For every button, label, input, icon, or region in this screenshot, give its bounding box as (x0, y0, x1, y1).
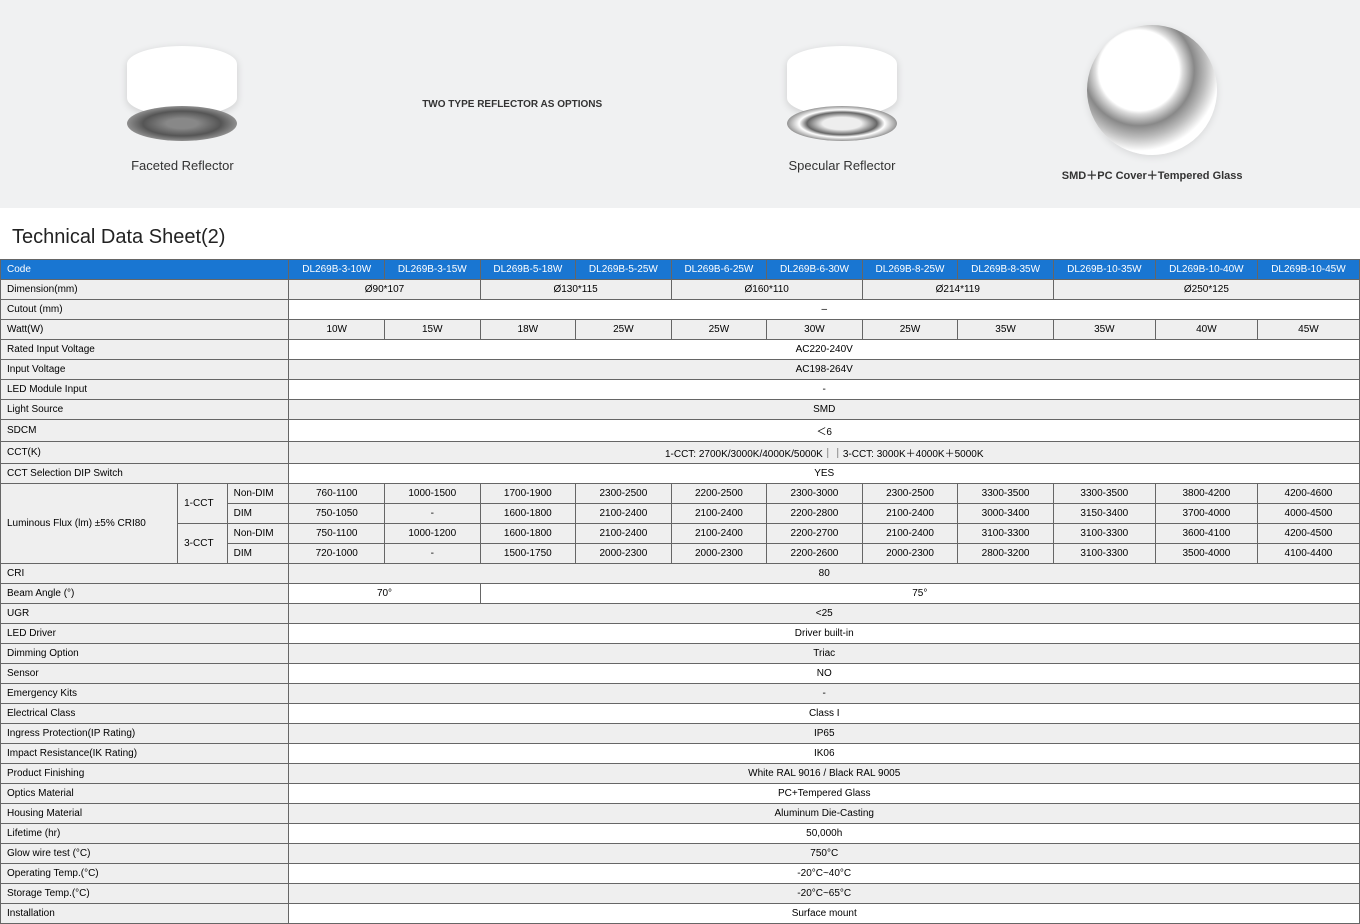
row-beam: Beam Angle (°)70°75° (1, 584, 1360, 604)
row-rated: Rated Input VoltageAC220-240V (1, 340, 1360, 360)
code-4: DL269B-6-25W (671, 260, 767, 280)
row-sttemp: Storage Temp.(°C)-20°C~65°C (1, 884, 1360, 904)
code-9: DL269B-10-40W (1155, 260, 1257, 280)
code-0: DL269B-3-10W (289, 260, 385, 280)
row-ip: Ingress Protection(IP Rating)IP65 (1, 724, 1360, 744)
smd-label: SMD＋PC Cover＋Tempered Glass (1062, 167, 1243, 183)
row-optemp: Operating Temp.(°C)-20°C~40°C (1, 864, 1360, 884)
row-source: Light SourceSMD (1, 400, 1360, 420)
row-optics: Optics MaterialPC+Tempered Glass (1, 784, 1360, 804)
product-faceted: Faceted Reflector (117, 36, 247, 173)
hero-mid-text: TWO TYPE REFLECTOR AS OPTIONS (402, 99, 622, 110)
row-flux-1: Luminous Flux (lm) ±5% CRI80 1-CCT Non-D… (1, 484, 1360, 504)
code-10: DL269B-10-45W (1257, 260, 1359, 280)
specular-label: Specular Reflector (789, 158, 896, 173)
row-life: Lifetime (hr)50,000h (1, 824, 1360, 844)
row-cutout: Cutout (mm)– (1, 300, 1360, 320)
header-row: Code DL269B-3-10W DL269B-3-15W DL269B-5-… (1, 260, 1360, 280)
row-ledmod: LED Module Input- (1, 380, 1360, 400)
row-cctk: CCT(K)1-CCT: 2700K/3000K/4000K/5000K｜｜3-… (1, 442, 1360, 464)
row-driver: LED DriverDriver built-in (1, 624, 1360, 644)
row-sensor: SensorNO (1, 664, 1360, 684)
code-8: DL269B-10-35W (1053, 260, 1155, 280)
code-3: DL269B-5-25W (576, 260, 672, 280)
code-2: DL269B-5-18W (480, 260, 576, 280)
lbl-dimension: Dimension(mm) (1, 280, 289, 300)
code-6: DL269B-8-25W (862, 260, 958, 280)
specular-reflector-image (777, 36, 907, 146)
row-emerg: Emergency Kits- (1, 684, 1360, 704)
spec-table: Code DL269B-3-10W DL269B-3-15W DL269B-5-… (0, 259, 1360, 924)
row-ugr: UGR<25 (1, 604, 1360, 624)
code-7: DL269B-8-35W (958, 260, 1054, 280)
product-smd: SMD＋PC Cover＋Tempered Glass (1062, 25, 1243, 183)
row-flux-3: 3-CCT Non-DIM 750-11001000-12001600-1800… (1, 524, 1360, 544)
smd-topview-image (1087, 25, 1217, 155)
row-housing: Housing MaterialAluminum Die-Casting (1, 804, 1360, 824)
row-ik: Impact Resistance(IK Rating)IK06 (1, 744, 1360, 764)
row-watt: Watt(W) 10W15W18W25W25W30W25W35W35W40W45… (1, 320, 1360, 340)
col-code: Code (1, 260, 289, 280)
code-1: DL269B-3-15W (385, 260, 481, 280)
row-sdcm: SDCM＜6 (1, 420, 1360, 442)
row-dimopt: Dimming OptionTriac (1, 644, 1360, 664)
faceted-reflector-image (117, 36, 247, 146)
row-input: Input VoltageAC198-264V (1, 360, 1360, 380)
row-finish: Product FinishingWhite RAL 9016 / Black … (1, 764, 1360, 784)
row-install: InstallationSurface mount (1, 904, 1360, 924)
faceted-label: Faceted Reflector (131, 158, 234, 173)
row-cctsel: CCT Selection DIP SwitchYES (1, 464, 1360, 484)
product-specular: Specular Reflector (777, 36, 907, 173)
page-title: Technical Data Sheet(2) (0, 208, 1360, 259)
row-glow: Glow wire test (°C)750°C (1, 844, 1360, 864)
code-5: DL269B-6-30W (767, 260, 863, 280)
lbl-flux: Luminous Flux (lm) ±5% CRI80 (1, 484, 178, 564)
row-cri: CRI80 (1, 564, 1360, 584)
hero-banner: Faceted Reflector TWO TYPE REFLECTOR AS … (0, 0, 1360, 208)
row-dimension: Dimension(mm) Ø90*107 Ø130*115 Ø160*110 … (1, 280, 1360, 300)
row-eclass: Electrical ClassClass I (1, 704, 1360, 724)
